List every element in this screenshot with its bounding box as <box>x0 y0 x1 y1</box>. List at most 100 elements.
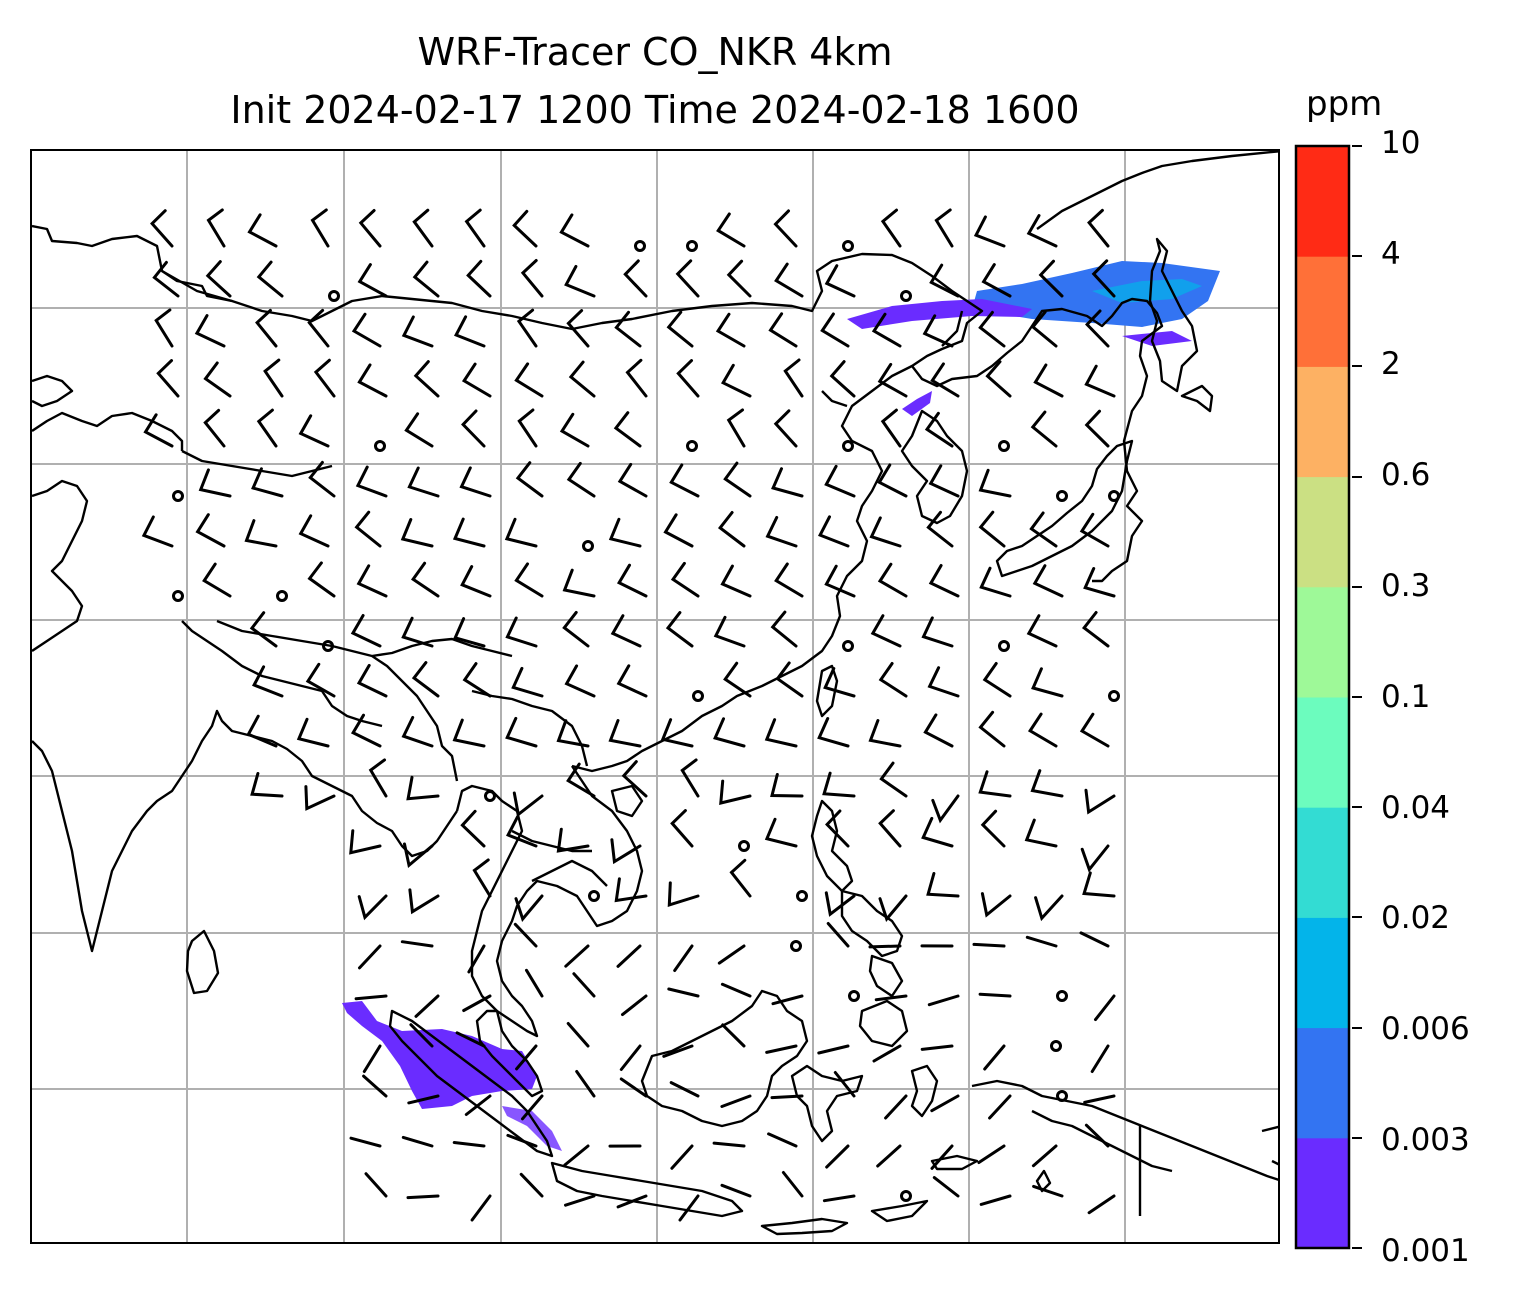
tracer-plume-northeast-tail <box>902 391 932 416</box>
wind-barb <box>979 566 1012 598</box>
wind-barb <box>249 611 278 648</box>
chart-title-line2: Init 2024-02-17 1200 Time 2024-02-18 160… <box>230 88 1080 132</box>
coastline-malay-peninsula <box>475 1009 544 1098</box>
wind-barb <box>716 212 746 248</box>
wind-barb <box>455 1031 486 1048</box>
wind-barb <box>833 1071 856 1098</box>
wind-barb <box>512 209 538 248</box>
wind-barb <box>608 719 642 748</box>
wind-barb <box>765 1044 798 1054</box>
wind-barb <box>401 315 434 348</box>
wind-barb <box>770 610 798 648</box>
wind-barb <box>877 463 908 498</box>
wind-barb <box>822 771 856 798</box>
tracer-plume-northeast-edge <box>847 299 1032 329</box>
wind-barb <box>205 260 232 298</box>
wind-barb <box>412 260 440 298</box>
wind-barb <box>453 617 486 648</box>
wind-barb <box>143 413 174 448</box>
wind-barb <box>400 518 434 548</box>
wind-barb <box>298 414 330 448</box>
wind-barb-calm <box>998 640 1010 652</box>
wind-barb <box>349 829 382 855</box>
wind-barb <box>504 517 538 548</box>
wind-barb <box>194 314 226 348</box>
wind-barb <box>357 263 388 298</box>
wind-barb <box>978 310 1006 348</box>
coastline-sri-lanka <box>185 929 220 995</box>
wind-barb <box>927 666 960 698</box>
colorbar-segment <box>1297 476 1349 588</box>
wind-barb-calm <box>1056 1090 1068 1102</box>
wind-barb <box>562 568 596 598</box>
wind-barb <box>1079 512 1110 548</box>
colorbar-frame <box>1294 144 1351 1250</box>
wind-barb <box>572 972 596 998</box>
wind-barb <box>350 713 382 748</box>
wind-barb <box>822 1194 856 1203</box>
wind-barb <box>726 259 752 298</box>
wind-barb <box>150 209 174 248</box>
wind-barb <box>978 770 1012 798</box>
wind-barb <box>720 982 752 998</box>
wind-barb <box>364 1172 388 1198</box>
wind-barb <box>452 517 486 548</box>
wind-barb <box>923 713 954 748</box>
wind-barb <box>354 994 388 1001</box>
wind-barb <box>978 992 1012 998</box>
wind-barb <box>773 209 798 248</box>
wind-barb <box>774 562 804 598</box>
wind-barb <box>608 517 642 548</box>
wind-barb <box>665 611 694 648</box>
colorbar <box>1294 143 1352 1251</box>
colorbar-segment <box>1297 146 1349 257</box>
wind-barb <box>464 208 486 248</box>
wind-barb <box>404 412 434 448</box>
wind-barb <box>973 215 1006 248</box>
wind-barb <box>247 213 278 248</box>
wind-barb <box>411 661 440 698</box>
wind-barb <box>1084 1123 1110 1148</box>
wind-barb <box>616 1194 648 1209</box>
wind-barb <box>464 1094 492 1116</box>
wind-barb <box>720 1183 752 1198</box>
wind-barb-calm <box>790 940 802 952</box>
wind-barb <box>195 513 226 548</box>
coastline-japan-main <box>995 439 1134 578</box>
wind-barb <box>356 564 388 598</box>
wind-barb <box>979 1194 1012 1206</box>
wind-barb <box>625 358 648 398</box>
colorbar-segment <box>1297 697 1349 808</box>
wind-barb <box>767 1132 798 1148</box>
wind-barb <box>256 260 284 298</box>
wind-barb <box>400 940 434 948</box>
wind-barb <box>517 408 538 448</box>
wind-barb <box>407 466 440 498</box>
wind-barb <box>1025 935 1058 948</box>
wind-barb <box>1084 409 1110 448</box>
wind-barb <box>568 360 596 398</box>
colorbar-segment <box>1297 256 1349 367</box>
coastline-halmahera <box>910 1064 939 1118</box>
wind-barb <box>775 661 804 698</box>
wind-barb <box>362 1044 382 1073</box>
wind-barb <box>255 308 278 348</box>
wind-barb-calm <box>686 240 698 252</box>
wind-barb <box>505 616 538 648</box>
wind-barb <box>298 514 330 548</box>
wind-barb <box>673 944 694 972</box>
wind-barb <box>929 263 960 298</box>
wind-barb <box>824 564 856 598</box>
colorbar-tick-mark <box>1352 916 1362 919</box>
wind-barb <box>824 264 856 298</box>
wind-barb-calm <box>796 890 808 902</box>
wind-barb <box>825 1144 850 1169</box>
colorbar-tick-mark <box>1352 145 1362 147</box>
wind-barb <box>515 1044 538 1071</box>
wind-barb <box>1030 769 1064 798</box>
wind-barb <box>880 408 902 448</box>
wind-barb <box>713 615 746 648</box>
wind-barb <box>825 809 850 848</box>
coastline-caspian <box>32 374 74 408</box>
wind-barb <box>1030 410 1058 448</box>
